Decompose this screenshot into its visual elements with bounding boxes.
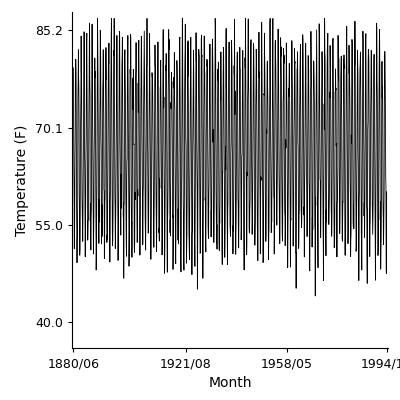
Y-axis label: Temperature (F): Temperature (F) [16,124,30,236]
X-axis label: Month: Month [208,376,252,390]
